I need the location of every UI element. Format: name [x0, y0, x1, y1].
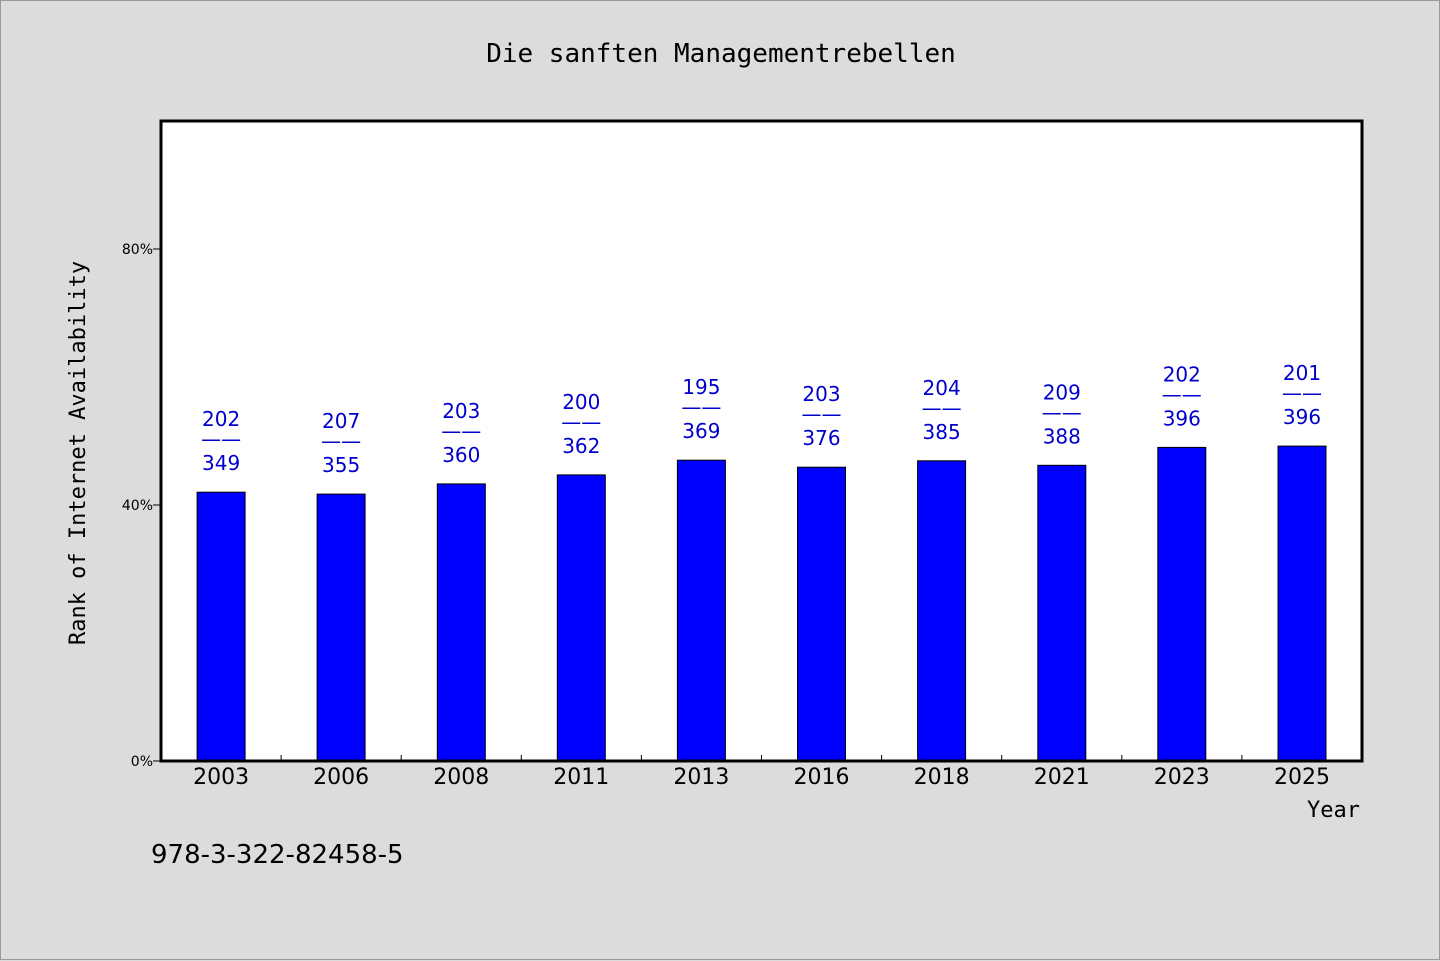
data-label-bottom-2021: 388	[1043, 424, 1081, 448]
data-label-separator-2021: ——	[1042, 400, 1082, 424]
bar-2018	[917, 460, 967, 762]
bar-2023	[1157, 446, 1207, 762]
footnote-isbn: 978-3-322-82458-5	[151, 840, 404, 870]
data-labels-layer: 202——349207——355203——360200——362195——369…	[201, 361, 1322, 477]
x-tick-label-2025: 2025	[1274, 765, 1330, 790]
x-tick-label-2016: 2016	[794, 765, 850, 790]
data-label-top-2023: 202	[1163, 362, 1201, 386]
data-label-separator-2011: ——	[561, 410, 601, 434]
x-tick-label-2011: 2011	[553, 765, 609, 790]
data-label-top-2011: 200	[562, 390, 600, 414]
data-label-top-2021: 209	[1043, 380, 1081, 404]
bar-2008	[436, 483, 486, 762]
data-label-separator-2006: ——	[321, 429, 361, 453]
data-label-bottom-2008: 360	[442, 443, 480, 467]
bar-2013	[676, 459, 726, 762]
data-label-top-2006: 207	[322, 409, 360, 433]
bars-layer	[196, 445, 1327, 762]
data-label-top-2025: 201	[1283, 361, 1321, 385]
y-tick-label-0%: 0%	[131, 754, 153, 770]
data-label-top-2008: 203	[442, 399, 480, 423]
x-tick-label-2003: 2003	[193, 765, 249, 790]
x-axis-title: Year	[1307, 798, 1360, 823]
data-label-bottom-2018: 385	[923, 420, 961, 444]
bar-2006	[316, 493, 366, 762]
x-tick-label-2006: 2006	[313, 765, 369, 790]
x-tick-label-2021: 2021	[1034, 765, 1090, 790]
bar-2025	[1277, 445, 1327, 762]
data-label-separator-2008: ——	[441, 419, 481, 443]
data-label-bottom-2011: 362	[562, 434, 600, 458]
y-tick-label-40%: 40%	[122, 498, 153, 514]
x-tick-label-2023: 2023	[1154, 765, 1210, 790]
x-tick-label-2008: 2008	[433, 765, 489, 790]
data-label-bottom-2003: 349	[202, 451, 240, 475]
chart-title: Die sanften Managementrebellen	[486, 39, 956, 69]
data-label-separator-2003: ——	[201, 427, 241, 451]
data-label-separator-2013: ——	[681, 395, 721, 419]
x-tick-label-2013: 2013	[673, 765, 729, 790]
bar-2016	[797, 466, 846, 762]
data-label-bottom-2006: 355	[322, 453, 360, 477]
data-label-separator-2018: ——	[922, 396, 962, 420]
y-axis: 0% 40% 80%	[122, 242, 161, 770]
data-label-separator-2023: ——	[1162, 382, 1202, 406]
data-label-bottom-2013: 369	[682, 419, 720, 443]
data-label-top-2018: 204	[923, 376, 961, 400]
x-tick-label-2018: 2018	[914, 765, 970, 790]
data-label-bottom-2025: 396	[1283, 405, 1321, 429]
bar-2003	[196, 491, 246, 762]
data-label-bottom-2023: 396	[1163, 406, 1201, 430]
data-label-separator-2016: ——	[802, 402, 842, 426]
y-axis-title: Rank of Internet Availability	[66, 261, 91, 645]
data-label-separator-2025: ——	[1282, 381, 1322, 405]
data-label-bottom-2016: 376	[802, 426, 840, 450]
data-label-top-2013: 195	[682, 375, 720, 399]
x-axis: 2003 2006 2008 2011 2013 2016 2018 2021 2023 2025	[193, 755, 1330, 790]
data-label-top-2016: 203	[802, 382, 840, 406]
data-label-top-2003: 202	[202, 407, 240, 431]
bar-2011	[556, 474, 606, 762]
bar-2021	[1037, 464, 1087, 762]
y-tick-label-80%: 80%	[122, 242, 153, 258]
